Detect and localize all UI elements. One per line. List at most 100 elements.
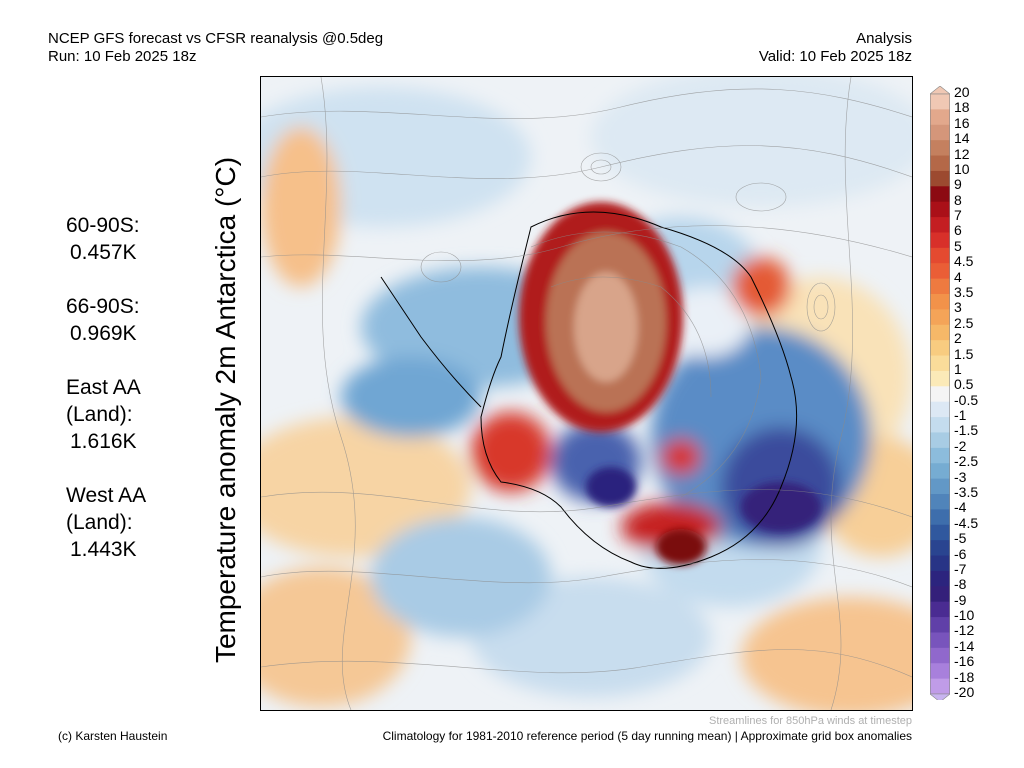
colorbar-swatch [930, 494, 950, 510]
colorbar-swatch [930, 617, 950, 633]
colorbar-swatch [930, 447, 950, 464]
colorbar-swatch [930, 109, 950, 126]
colorbar-swatch [930, 463, 950, 480]
colorbar-swatch [930, 401, 950, 418]
colorbar-tick-label: 14 [954, 130, 970, 147]
colorbar-tick-label: -20 [954, 684, 975, 700]
colorbar-swatch [930, 217, 950, 233]
colorbar-swatch [930, 263, 950, 280]
colorbar-swatch [930, 201, 950, 218]
colorbar-tick-label: 2.5 [954, 314, 974, 331]
colorbar-swatch [930, 601, 950, 618]
colorbar-tick-label: 2 [954, 330, 962, 347]
colorbar-tick-label: -7 [954, 560, 967, 577]
colorbar-tick-label: 4 [954, 268, 962, 285]
stat-label: West AA [66, 484, 147, 507]
colorbar-swatch [930, 524, 950, 541]
colorbar-swatch [930, 540, 950, 557]
colorbar-swatch [930, 94, 950, 110]
colorbar-swatch [930, 247, 950, 264]
colorbar-swatch [930, 570, 950, 587]
stat-label: 60-90S: [66, 214, 140, 237]
colorbar-swatch [930, 324, 950, 341]
colorbar-swatch [930, 309, 950, 326]
anomaly-stats: 60-90S: 0.457K 66-90S: 0.969K East AA (L… [64, 212, 146, 590]
colorbar-tick-label: 8 [954, 191, 962, 208]
colorbar-swatch [930, 386, 950, 403]
colorbar-tick-label: -2 [954, 437, 967, 454]
colorbar-swatch [930, 417, 950, 433]
colorbar-swatch [930, 140, 950, 157]
colorbar-tick-label: -1 [954, 407, 967, 424]
colorbar-swatch [930, 555, 950, 572]
colorbar-swatch [930, 232, 950, 249]
colorbar-tick-label: -5 [954, 530, 967, 547]
climatology-note: Climatology for 1981-2010 reference peri… [382, 729, 912, 743]
anomaly-map [260, 76, 913, 711]
colorbar-tick-label: 9 [954, 176, 962, 193]
stat-label: East AA [66, 376, 141, 399]
stat-60-90s: 60-90S: 0.457K [64, 212, 146, 266]
colorbar-scale [929, 85, 951, 703]
colorbar-tick-label: 6 [954, 222, 962, 239]
colorbar-tick-label: 18 [954, 99, 970, 116]
colorbar-tick-label: -9 [954, 591, 967, 608]
colorbar-tick-label: -14 [954, 637, 975, 654]
stat-label: (Land): [66, 511, 133, 534]
colorbar-labels: 20 18 16 14 12 10 9 8 7 6 5 4.5 4 3.5 3 2.5 2 1.5 1 0.5 -0.5… [954, 85, 1014, 699]
colorbar-swatch [930, 647, 950, 664]
colorbar [929, 85, 951, 703]
colorbar-tick-label: 20 [954, 84, 970, 100]
colorbar-tick-label: 1 [954, 360, 962, 377]
colorbar-tick-label: -18 [954, 668, 975, 685]
colorbar-swatch [930, 186, 950, 203]
colorbar-swatch [930, 340, 950, 357]
colorbar-tick-label: 0.5 [954, 376, 974, 393]
colorbar-tick-label: -16 [954, 653, 975, 670]
colorbar-tick-label: 4.5 [954, 253, 974, 270]
colorbar-tick-label: -12 [954, 622, 975, 639]
stat-east-aa: East AA (Land): 1.616K [64, 374, 146, 455]
colorbar-tick-label: -0.5 [954, 391, 979, 408]
header-left: NCEP GFS forecast vs CFSR reanalysis @0.… [48, 30, 383, 66]
anomaly-field [261, 77, 912, 710]
stat-value: 1.616K [70, 430, 137, 453]
colorbar-tick-label: 12 [954, 145, 970, 162]
colorbar-swatch [930, 586, 950, 603]
colorbar-swatch [930, 370, 950, 387]
colorbar-tick-label: -3.5 [954, 484, 979, 500]
stat-value: 0.969K [70, 322, 137, 345]
colorbar-tick-label: -2.5 [954, 453, 979, 470]
colorbar-tick-label: -8 [954, 576, 967, 593]
colorbar-tick-label: 10 [954, 160, 970, 177]
colorbar-tick-label: -3 [954, 468, 967, 485]
colorbar-swatch [930, 124, 950, 141]
colorbar-tick-label: 3 [954, 299, 962, 316]
colorbar-swatch [930, 278, 950, 295]
colorbar-swatch [930, 678, 950, 695]
colorbar-swatch [930, 294, 950, 310]
colorbar-tick-label: 16 [954, 114, 970, 131]
header-right: Analysis Valid: 10 Feb 2025 18z [759, 30, 912, 66]
stat-value: 1.443K [70, 538, 137, 561]
run-time: Run: 10 Feb 2025 18z [48, 48, 197, 65]
valid-time: Valid: 10 Feb 2025 18z [758, 48, 912, 65]
colorbar-swatch [930, 478, 950, 495]
streamlines-note: Streamlines for 850hPa winds at timestep [709, 715, 912, 727]
stat-label: 66-90S: [66, 295, 140, 318]
colorbar-swatch [930, 632, 950, 649]
colorbar-tick-label: -4 [954, 499, 967, 516]
colorbar-tick-label: 3.5 [954, 284, 974, 300]
colorbar-swatch [930, 509, 950, 526]
stat-west-aa: West AA (Land): 1.443K [64, 482, 146, 563]
colorbar-tick-label: -10 [954, 607, 975, 624]
colorbar-tick-label: 1.5 [954, 345, 974, 362]
credit: (c) Karsten Haustein [58, 729, 168, 743]
colorbar-bottom-arrow [929, 693, 951, 703]
colorbar-tick-label: -1.5 [954, 422, 979, 439]
colorbar-swatch [930, 355, 950, 372]
map-title: NCEP GFS forecast vs CFSR reanalysis @0.… [48, 30, 384, 47]
colorbar-tick-label: -6 [954, 545, 967, 562]
colorbar-tick-label: 5 [954, 237, 962, 254]
colorbar-top-arrow [929, 85, 951, 95]
